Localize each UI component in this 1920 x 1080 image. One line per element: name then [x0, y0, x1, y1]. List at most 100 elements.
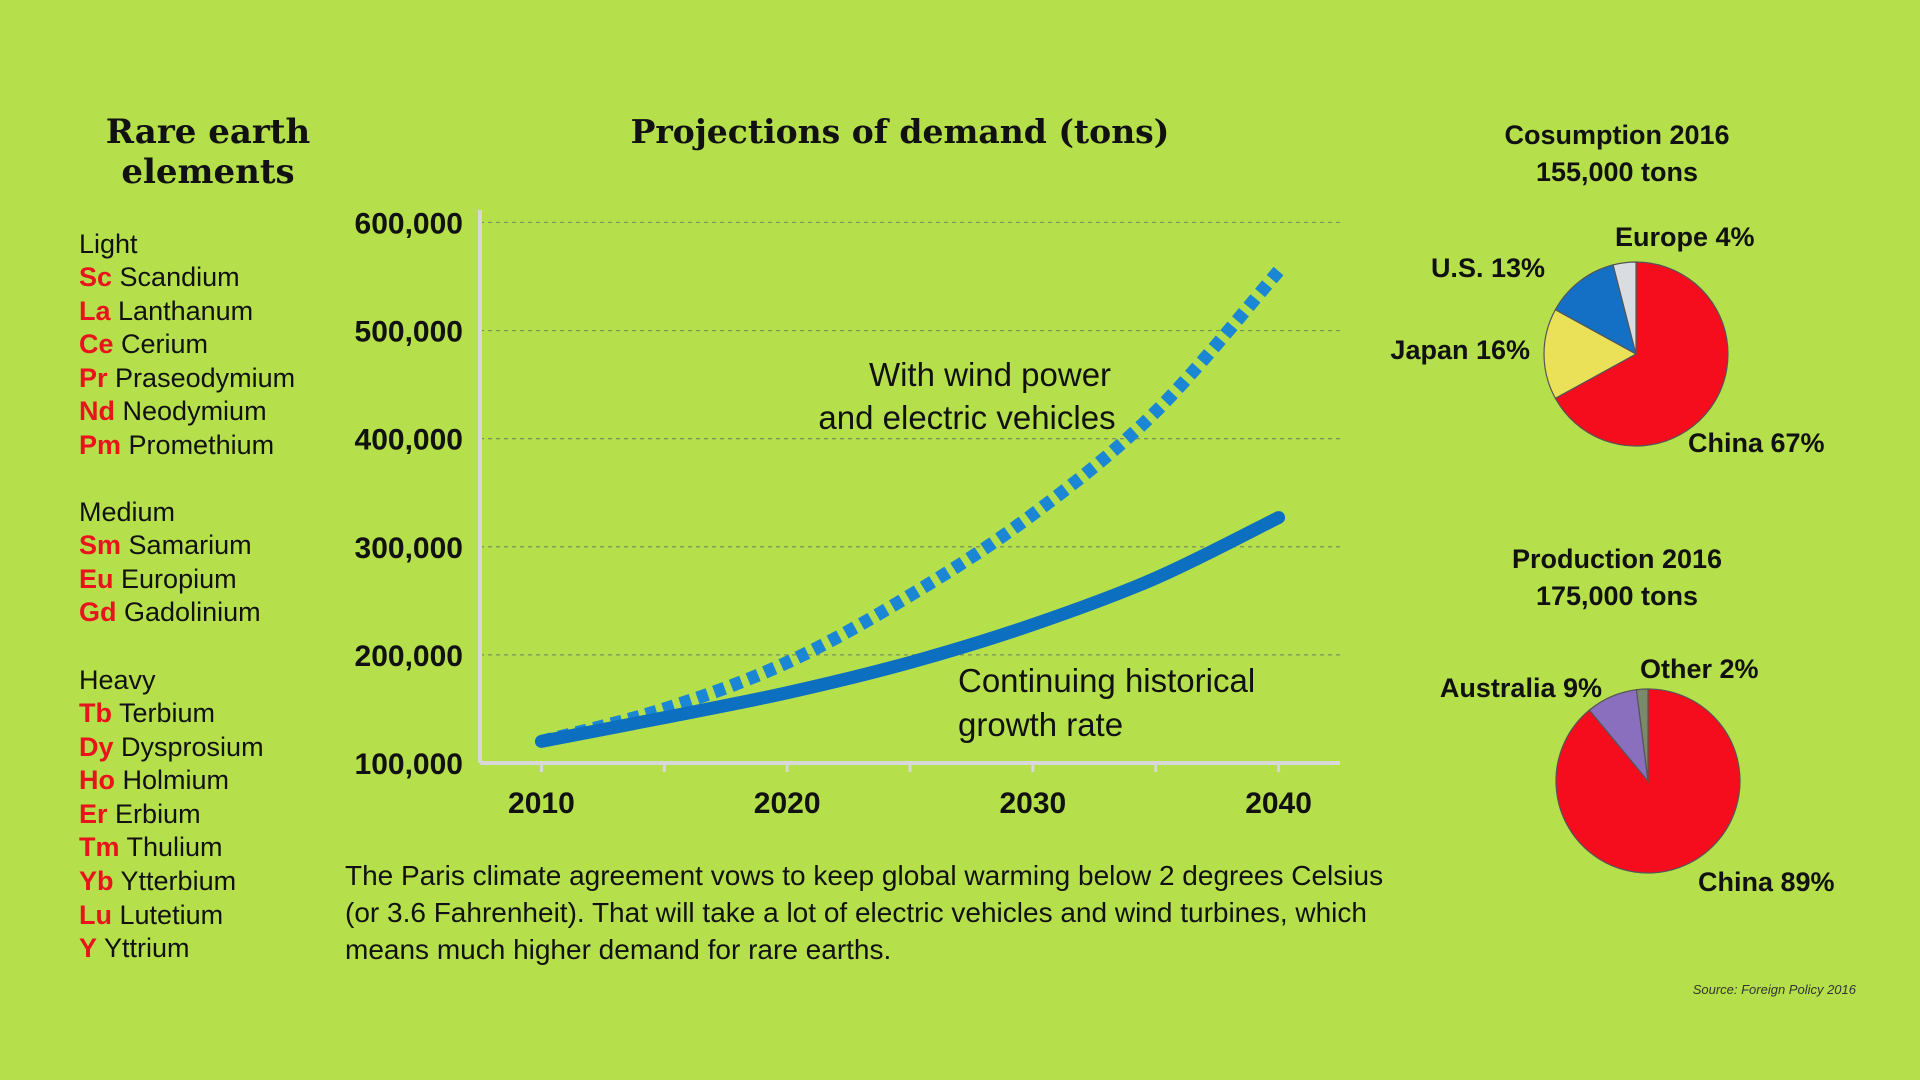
element-name: Thulium — [126, 832, 223, 863]
annotation-historical-line2: growth rate — [958, 706, 1123, 743]
element-name: Erbium — [115, 798, 201, 829]
pie-slice-other — [1635, 688, 1649, 782]
y-tick-label: 600,000 — [355, 207, 463, 240]
elements-title-line2: elements — [121, 152, 295, 192]
element-symbol: Sc — [79, 262, 113, 292]
element-row: Dy Dysprosium — [79, 731, 264, 765]
pie-slice-china — [1554, 261, 1729, 447]
y-tick-label: 500,000 — [355, 316, 463, 349]
element-symbol: Sm — [79, 530, 122, 560]
element-row: Er Erbium — [79, 798, 264, 832]
element-row: Pm Promethium — [79, 429, 295, 463]
elements-title-line1: Rare earth — [105, 112, 311, 152]
element-symbol: Nd — [79, 396, 115, 427]
element-name: Terbium — [119, 698, 216, 728]
pie1-label-china: China 67% — [1688, 428, 1825, 458]
element-symbol: Pr — [79, 362, 108, 393]
element-symbol: Ho — [79, 765, 115, 796]
element-name: Cerium — [121, 329, 209, 360]
x-tick-label: 2010 — [508, 787, 575, 820]
element-row: Y Yttrium — [79, 932, 264, 966]
element-row: Ce Cerium — [79, 328, 295, 362]
element-symbol: Gd — [79, 597, 117, 628]
x-tick-label: 2040 — [1245, 787, 1312, 820]
element-name: Scandium — [119, 262, 240, 292]
consumption-pie-title: Cosumption 2016 155,000 tons — [1437, 117, 1797, 191]
consumption-pie — [1543, 261, 1729, 447]
pie2-label-australia: Australia 9% — [1440, 673, 1602, 703]
element-symbol: Ce — [79, 329, 114, 360]
consumption-title-line2: 155,000 tons — [1535, 157, 1699, 187]
element-row: Lu Lutetium — [79, 899, 264, 933]
pie-slice-us — [1554, 264, 1637, 356]
element-name: Dysprosium — [121, 731, 264, 762]
element-row: Tm Thulium — [79, 831, 264, 865]
element-symbol: Lu — [79, 899, 112, 930]
element-symbol: Tm — [79, 832, 120, 863]
pie-slice-japan — [1543, 308, 1638, 400]
element-symbol: Eu — [79, 563, 114, 594]
element-symbol: Pm — [79, 429, 122, 460]
element-name: Ytterbium — [120, 865, 237, 896]
element-row: Tb Terbium — [79, 697, 264, 731]
y-tick-label: 400,000 — [355, 424, 463, 457]
element-row: Gd Gadolinium — [79, 596, 261, 630]
element-name: Gadolinium — [124, 597, 261, 628]
pie1-label-japan: Japan 16% — [1390, 335, 1530, 365]
x-tick-label: 2020 — [754, 787, 821, 820]
element-symbol: Yb — [79, 865, 114, 896]
element-row: Yb Ytterbium — [79, 865, 264, 899]
element-name: Promethium — [128, 429, 275, 460]
element-row: Eu Europium — [79, 563, 261, 597]
element-row: Ho Holmium — [79, 764, 264, 798]
pie2-label-other: Other 2% — [1640, 654, 1759, 684]
chart-title: Projections of demand (tons) — [630, 112, 1170, 151]
element-name: Lanthanum — [118, 295, 254, 326]
pie1-label-us: U.S. 13% — [1431, 253, 1545, 283]
element-name: Lutetium — [119, 899, 224, 930]
annotation-historical-line1: Continuing historical — [958, 662, 1255, 699]
element-symbol: Y — [79, 933, 98, 964]
element-name: Praseodymium — [115, 362, 296, 393]
annotation-wind-line1: With wind power — [869, 356, 1111, 393]
element-row: Pr Praseodymium — [79, 362, 295, 396]
source-note: Source: Foreign Policy 2016 — [1692, 982, 1856, 997]
element-name: Europium — [121, 563, 237, 594]
element-name: Samarium — [128, 530, 252, 560]
x-tick-label: 2030 — [999, 787, 1066, 820]
production-title-line1: Production 2016 — [1511, 544, 1723, 574]
production-pie — [1555, 688, 1741, 874]
annotation-wind-line2: and electric vehicles — [818, 399, 1115, 436]
pie1-label-europe: Europe 4% — [1615, 222, 1755, 252]
caption: The Paris climate agreement vows to keep… — [345, 860, 1384, 965]
consumption-title-line1: Cosumption 2016 — [1504, 120, 1730, 150]
y-tick-label: 100,000 — [355, 748, 463, 781]
production-pie-title: Production 2016 175,000 tons — [1437, 541, 1797, 615]
element-row: La Lanthanum — [79, 295, 295, 329]
group-heading: Light — [79, 229, 138, 259]
y-tick-label: 200,000 — [355, 640, 463, 673]
element-name: Holmium — [122, 765, 230, 796]
production-title-line2: 175,000 tons — [1535, 581, 1699, 611]
element-symbol: La — [79, 295, 111, 326]
series — [534, 266, 1286, 748]
element-row: Nd Neodymium — [79, 395, 295, 429]
element-name: Yttrium — [104, 933, 190, 964]
tick-labels: 100,000 200,000 300,000 400,000 500,000 600,0… — [355, 207, 1312, 820]
elements-title: Rare earth elements — [88, 112, 328, 192]
element-symbol: Dy — [79, 731, 114, 762]
element-group-light: Light Sc Scandium La Lanthanum Ce Cerium… — [79, 227, 295, 463]
axes — [478, 210, 1340, 772]
element-row: Sm Samarium — [79, 529, 261, 563]
group-heading: Heavy — [79, 665, 156, 695]
element-symbol: Tb — [79, 698, 112, 728]
element-symbol: Er — [79, 798, 108, 829]
pie-slice-europe — [1612, 261, 1637, 355]
element-name: Neodymium — [122, 396, 267, 427]
element-group-heavy: Heavy Tb Terbium Dy Dysprosium Ho Holmiu… — [79, 663, 264, 966]
series-line-historical — [534, 511, 1286, 748]
element-row: Sc Scandium — [79, 261, 295, 295]
element-group-medium: Medium Sm Samarium Eu Europium Gd Gadoli… — [79, 495, 261, 630]
y-tick-label: 300,000 — [355, 532, 463, 565]
